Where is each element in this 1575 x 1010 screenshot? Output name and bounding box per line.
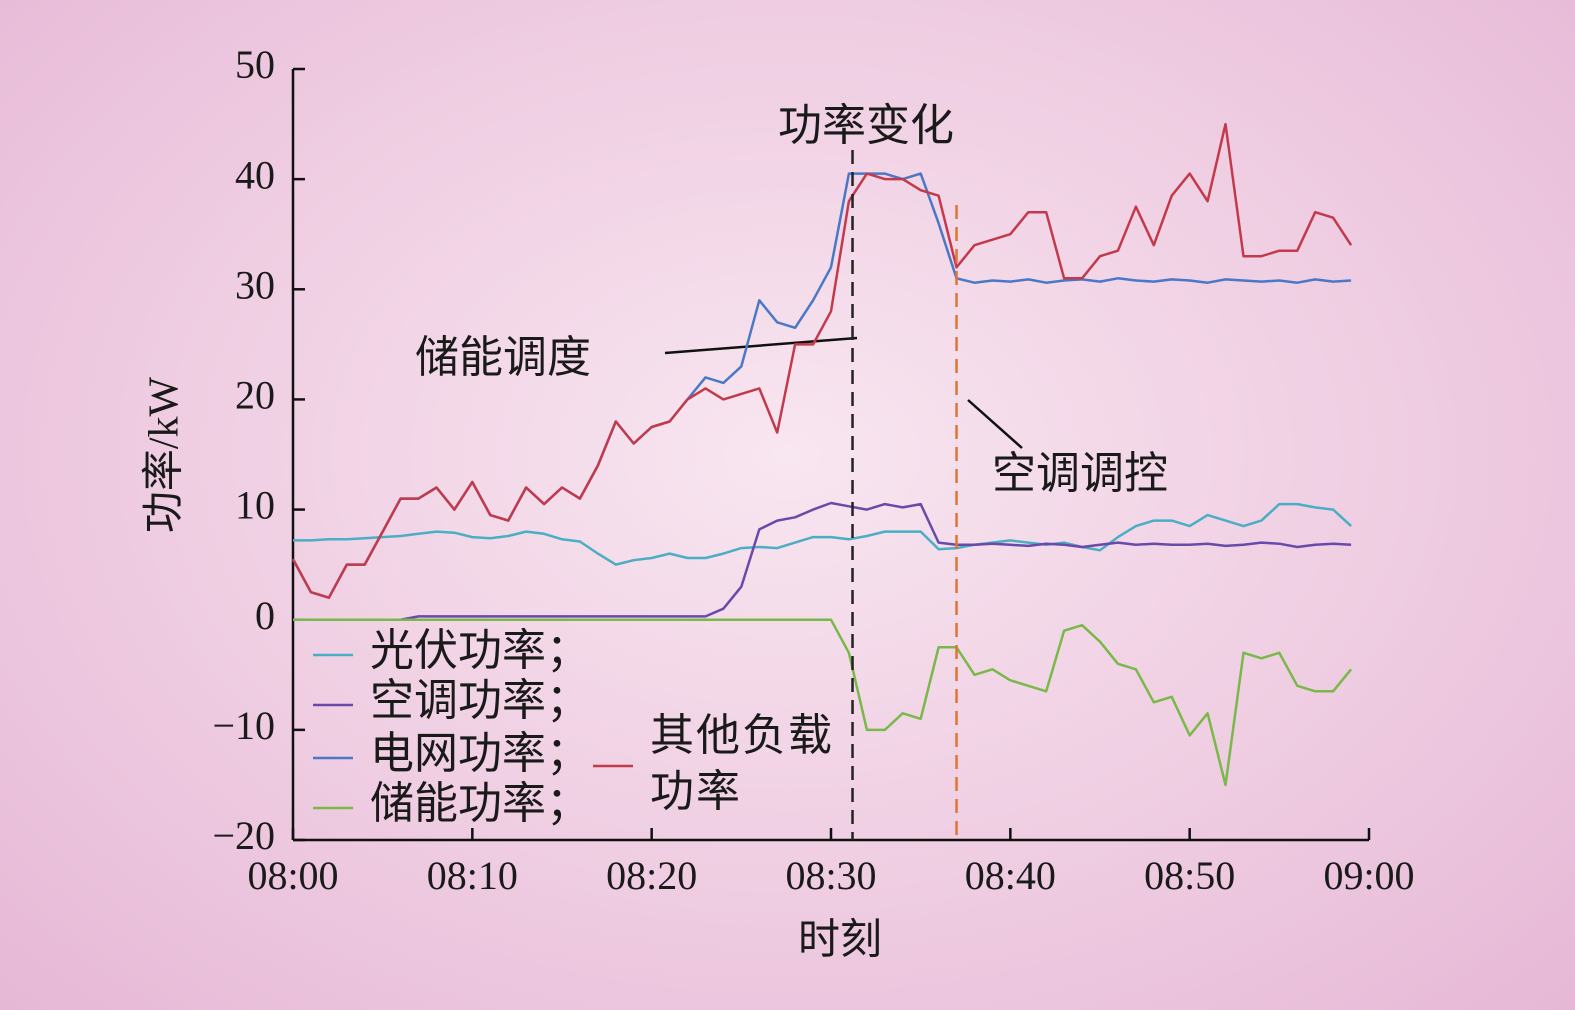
- x-axis-label: 时刻: [798, 918, 882, 964]
- y-tick-label: 10: [235, 483, 275, 528]
- legend-label: 储能功率；: [370, 779, 590, 828]
- annotation: 功率变化: [778, 101, 954, 150]
- x-tick-label: 08:00: [247, 853, 338, 898]
- legend-label: 其他负载功率: [650, 711, 834, 816]
- annotation: 空调调控: [992, 449, 1168, 498]
- y-tick-label: 40: [235, 152, 275, 197]
- annotation-pointer: [664, 336, 858, 355]
- x-tick-label: 08:40: [965, 853, 1056, 898]
- annotation-pointer: [967, 399, 1023, 449]
- legend-label: 电网功率；: [370, 729, 590, 778]
- y-axis-label: 功率/kW: [141, 376, 188, 533]
- y-tick-label: −10: [212, 703, 275, 748]
- y-tick-label: 50: [235, 42, 275, 87]
- y-tick-label: −20: [212, 813, 275, 858]
- series-line: [293, 618, 1353, 787]
- x-tick-label: 08:10: [427, 853, 518, 898]
- legend-label: 空调功率；: [370, 676, 590, 725]
- series-line: [293, 502, 1352, 566]
- y-tick-label: 0: [255, 593, 275, 638]
- x-tick-label: 08:30: [785, 853, 876, 898]
- y-tick-label: 20: [235, 373, 275, 418]
- series-line: [291, 122, 1353, 599]
- series-line: [293, 501, 1352, 621]
- x-tick-label: 08:50: [1144, 853, 1235, 898]
- x-tick-label: 08:20: [606, 853, 697, 898]
- x-tick-label: 09:00: [1323, 853, 1414, 898]
- y-tick-label: 30: [235, 262, 275, 307]
- series-line: [291, 172, 1352, 599]
- annotation: 储能调度: [415, 333, 591, 382]
- legend-label: 光伏功率；: [370, 626, 590, 675]
